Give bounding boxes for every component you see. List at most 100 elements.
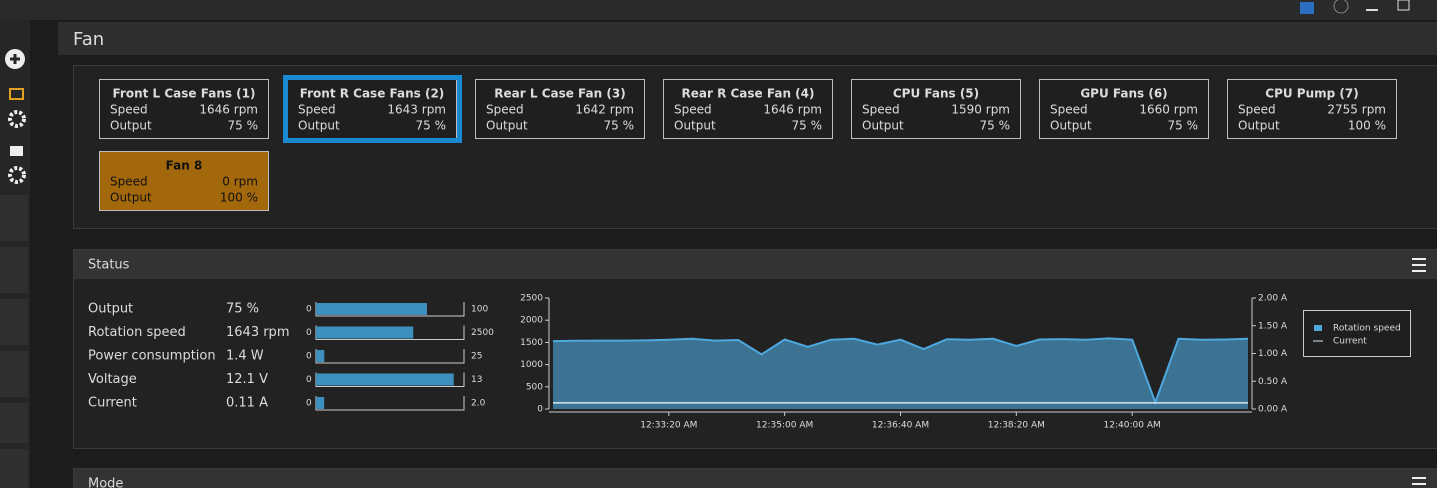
bar-fill (316, 350, 325, 362)
row-label: Current (88, 396, 137, 411)
bar-max: 13 (471, 375, 482, 385)
y-tick-label: 0 (537, 405, 543, 415)
menu-button[interactable] (1412, 258, 1426, 272)
speed-value: 2755 rpm (1327, 103, 1386, 117)
x-tick-label: 12:33:20 AM (640, 421, 697, 431)
speed-line (552, 337, 1249, 406)
chart: 0 500 1000 1500 2000 2500 0.00 A 0.50 A 1.00 A 1.… (520, 294, 1411, 431)
bar-fill (316, 326, 414, 339)
x-tick-label: 12:38:20 AM (988, 421, 1045, 431)
fan-card[interactable] (99, 151, 269, 211)
speed-value: 1660 rpm (1139, 103, 1198, 117)
bar-max: 2.0 (471, 399, 486, 409)
y2-tick-label: 1.00 A (1258, 349, 1288, 359)
fan-name: Front R Case Fans (2) (300, 87, 445, 101)
bar-max: 25 (471, 352, 482, 362)
fan-card[interactable] (475, 79, 645, 139)
layers-icon[interactable] (1300, 2, 1314, 14)
output-value: 75 % (980, 119, 1011, 133)
output-label: Output (486, 119, 528, 133)
row-value: 1.4 W (226, 349, 264, 364)
bar-min: 0 (306, 352, 312, 362)
output-value: 100 % (220, 191, 258, 205)
bar-fill (316, 373, 454, 386)
y-tick-label: 500 (526, 382, 543, 392)
fan-card[interactable] (851, 79, 1021, 139)
page-header (58, 22, 1437, 55)
selected-outline (283, 75, 462, 143)
legend-label: Current (1333, 337, 1367, 347)
speed-label: Speed (110, 103, 148, 117)
row-label: Rotation speed (88, 325, 186, 340)
fan-name: Fan 8 (166, 159, 203, 173)
bar-min: 0 (306, 328, 312, 338)
fan-card[interactable] (99, 79, 269, 139)
page-title: Fan (73, 29, 104, 50)
fan-name: CPU Fans (5) (893, 87, 979, 101)
sidebar-slot[interactable] (0, 247, 28, 293)
speed-label: Speed (486, 103, 524, 117)
bar-fill (316, 397, 325, 409)
bar-min: 0 (306, 375, 312, 385)
fan-name: GPU Fans (6) (1080, 87, 1167, 101)
sidebar-slot[interactable] (0, 403, 28, 443)
status-title: Status (88, 258, 130, 273)
speed-label: Speed (298, 103, 336, 117)
speed-label: Speed (674, 103, 712, 117)
row-label: Output (88, 302, 133, 317)
bar-min: 0 (306, 305, 312, 315)
fan-card[interactable] (1039, 79, 1209, 139)
maximize-button[interactable] (1397, 0, 1410, 11)
speed-label: Speed (1238, 103, 1276, 117)
menu-button[interactable] (1412, 477, 1426, 485)
legend-box (1303, 310, 1411, 357)
row-label: Power consumption (88, 349, 216, 364)
lock-icon[interactable] (10, 146, 23, 156)
speed-label: Speed (862, 103, 900, 117)
sidebar-slot[interactable] (0, 195, 28, 241)
bar-min: 0 (306, 399, 312, 409)
output-value: 75 % (792, 119, 823, 133)
info-icon[interactable] (1333, 0, 1349, 14)
fan-name: Front L Case Fans (1) (112, 87, 255, 101)
output-label: Output (298, 119, 340, 133)
title-bar (0, 0, 1437, 20)
y2-tick-label: 0.50 A (1258, 377, 1288, 387)
output-label: Output (1050, 119, 1092, 133)
row-value: 0.11 A (226, 396, 268, 411)
output-value: 75 % (1168, 119, 1199, 133)
settings-icon[interactable] (8, 166, 26, 184)
y-tick-label: 2500 (520, 294, 543, 304)
output-label: Output (1238, 119, 1280, 133)
fan-name: Rear R Case Fan (4) (682, 87, 815, 101)
y2-tick-label: 1.50 A (1258, 321, 1288, 331)
legend-label: Rotation speed (1333, 324, 1401, 334)
y-tick-label: 2000 (520, 316, 543, 326)
output-value: 75 % (604, 119, 635, 133)
speed-label: Speed (1050, 103, 1088, 117)
x-tick-label: 12:36:40 AM (872, 421, 929, 431)
x-tick-label: 12:35:00 AM (756, 421, 813, 431)
lock-icon[interactable] (9, 88, 24, 100)
sidebar-slot[interactable] (0, 299, 28, 345)
output-label: Output (110, 119, 152, 133)
speed-value: 1642 rpm (575, 103, 634, 117)
sidebar-slot[interactable] (0, 351, 28, 397)
legend-swatch (1314, 325, 1322, 331)
fan-cards: Front L Case Fans (1) Speed 1646 rpm Output… (99, 75, 1397, 211)
speed-value: 1643 rpm (387, 103, 446, 117)
output-value: 75 % (228, 119, 259, 133)
mode-panel (73, 468, 1437, 488)
speed-value: 1646 rpm (763, 103, 822, 117)
fan-card[interactable] (1227, 79, 1397, 139)
output-value: 75 % (416, 119, 447, 133)
settings-icon[interactable] (8, 110, 26, 128)
y2-tick-label: 2.00 A (1258, 294, 1288, 304)
sidebar-slot[interactable] (0, 449, 28, 488)
bar-max: 2500 (471, 328, 494, 338)
fan-card[interactable] (663, 79, 833, 139)
fan-name: CPU Pump (7) (1265, 87, 1358, 101)
x-tick-label: 12:40:00 AM (1104, 421, 1161, 431)
